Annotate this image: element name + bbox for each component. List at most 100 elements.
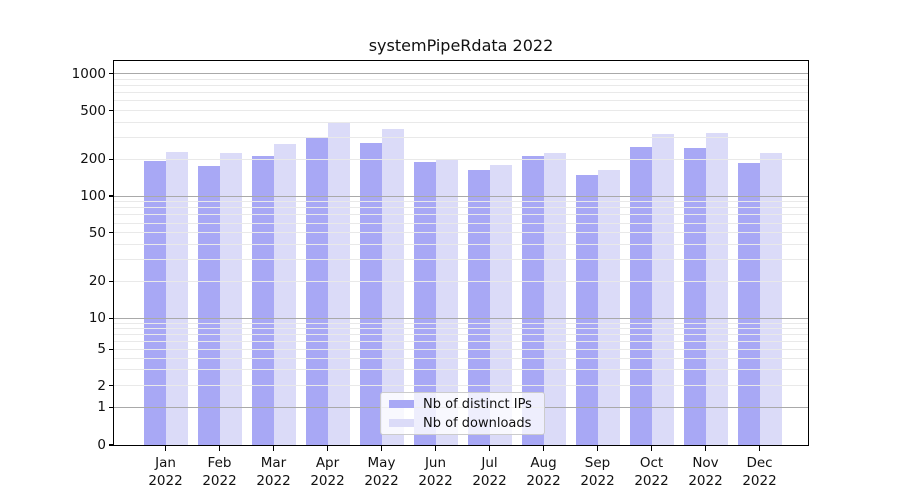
x-tick-month: Sep [584,455,611,471]
x-tick-month: Jun [424,455,447,471]
bar-distinct-ips-jul [467,170,490,445]
y-tick-label: 1000 [71,65,106,82]
y-tick-mark [108,385,113,387]
bar-distinct-ips-mar [251,156,274,445]
y-tick-label: 5 [97,341,106,358]
legend-swatch-downloads-icon [389,419,414,427]
bar-downloads-dec [759,152,782,445]
x-tick-label: Aug 2022 [514,454,574,490]
y-tick-label: 100 [80,188,106,204]
x-tick-year: 2022 [634,473,669,489]
x-tick-mark [704,446,707,451]
y-tick-mark [108,109,113,112]
x-tick-year: 2022 [364,473,399,489]
y-tick-label: 0 [97,437,106,453]
gridline-minor [114,214,808,216]
x-tick-label: Jul 2022 [460,454,520,490]
x-tick-year: 2022 [580,473,615,489]
gridline-minor [114,244,808,246]
gridline-minor [114,207,808,209]
x-tick-year: 2022 [256,473,291,489]
bar-downloads-feb [219,153,242,445]
x-tick-year: 2022 [310,473,345,489]
y-tick-mark [108,232,113,234]
x-tick-mark [650,446,653,451]
legend-label-downloads: Nb of downloads [423,415,532,431]
legend-item-downloads: Nb of downloads [389,416,536,431]
gridline-minor [114,92,808,94]
x-tick-label: Sep 2022 [568,454,628,490]
x-tick-mark [488,446,491,451]
x-tick-label: Feb 2022 [190,454,250,490]
bar-downloads-oct [651,133,674,445]
x-tick-mark [596,446,599,451]
bar-distinct-ips-nov [683,147,706,445]
bar-distinct-ips-feb [197,165,220,445]
x-tick-year: 2022 [418,473,453,489]
gridline-major [114,73,808,75]
y-tick-mark [108,158,113,160]
y-tick-mark [108,348,113,350]
bar-downloads-aug [543,152,566,445]
gridline-minor [114,137,808,139]
x-tick-label: Mar 2022 [244,454,304,490]
x-tick-label: Jun 2022 [406,454,466,490]
gridline-minor [114,78,808,80]
x-tick-mark [380,446,383,451]
x-tick-year: 2022 [742,473,777,489]
y-tick-label: 500 [80,102,106,119]
bar-downloads-sep [597,170,620,445]
legend-swatch-distinct-ips-icon [389,400,414,408]
x-tick-label: Apr 2022 [298,454,358,490]
y-tick-label: 10 [88,310,106,327]
x-tick-label: Jan 2022 [136,454,196,490]
x-tick-month: Feb [207,455,232,471]
gridline-minor [114,158,808,160]
x-tick-month: Oct [639,455,664,471]
y-tick-mark [108,280,113,283]
x-tick-mark [218,446,221,451]
y-tick-label: 1 [97,399,106,416]
gridline-minor [114,327,808,329]
x-tick-mark [326,446,329,451]
x-tick-label: Dec 2022 [730,454,790,490]
gridline-major [114,195,808,197]
bar-distinct-ips-aug [521,155,544,445]
gridline-minor [114,110,808,112]
x-tick-label: May 2022 [352,454,412,490]
bar-distinct-ips-oct [629,147,652,445]
x-tick-month: Nov [692,455,719,471]
y-tick-label: 200 [80,151,106,168]
gridline-minor [114,121,808,123]
legend-label-distinct-ips: Nb of distinct IPs [423,396,532,412]
y-tick-mark [108,444,113,446]
x-tick-label: Oct 2022 [622,454,682,490]
x-tick-month: May [367,455,396,471]
x-tick-mark [434,446,437,451]
x-tick-month: Apr [315,455,340,471]
bar-downloads-jun [435,158,458,445]
x-tick-month: Mar [260,455,287,471]
y-tick-mark [108,73,113,75]
bar-downloads-jan [165,151,188,445]
x-tick-year: 2022 [526,473,561,489]
gridline-minor [114,222,808,224]
x-tick-month: Jul [481,455,498,471]
gridline-minor [114,333,808,335]
x-tick-year: 2022 [148,473,183,489]
bar-downloads-apr [327,121,350,445]
gridline-minor [114,385,808,387]
x-tick-year: 2022 [688,473,723,489]
gridline-minor [114,259,808,261]
gridline-minor [114,201,808,203]
gridline-minor [114,232,808,234]
x-tick-month: Dec [746,455,773,471]
x-tick-mark [542,446,545,451]
x-tick-year: 2022 [202,473,237,489]
gridline-minor [114,85,808,87]
bar-distinct-ips-sep [575,175,598,445]
y-tick-mark [108,317,113,319]
y-tick-mark [108,406,113,408]
